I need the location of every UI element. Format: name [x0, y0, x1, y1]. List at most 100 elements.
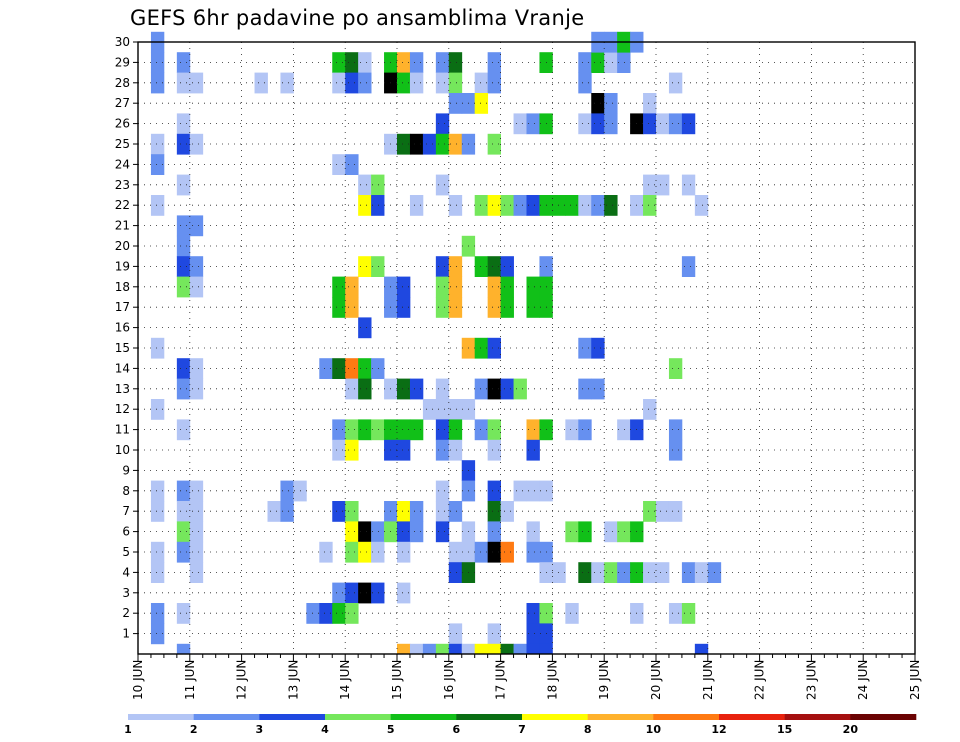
precip-cell	[150, 72, 165, 94]
precip-cell	[487, 52, 501, 73]
precip-cell	[397, 643, 411, 655]
precip-cell	[448, 623, 463, 645]
precip-cell	[150, 501, 165, 522]
precip-cell	[591, 378, 605, 400]
precip-cell	[150, 154, 165, 175]
precip-cell	[435, 399, 450, 420]
precip-cell	[397, 439, 411, 461]
y-tick-label: 28	[115, 76, 130, 90]
precip-cell	[435, 501, 450, 522]
x-tick-label: 14 JUN	[338, 660, 352, 700]
legend-swatch	[259, 714, 326, 720]
precip-cell	[332, 297, 346, 318]
precip-cell	[397, 378, 411, 400]
precip-cell	[189, 501, 204, 522]
precip-cell	[422, 133, 437, 155]
precip-cell	[591, 52, 605, 73]
precip-cell	[176, 480, 191, 502]
precip-cell	[526, 297, 540, 318]
y-tick-label: 8	[122, 484, 130, 498]
x-tick-label: 23 JUN	[804, 660, 818, 700]
precip-cell	[668, 501, 683, 522]
y-tick-label: 6	[122, 525, 130, 539]
precip-cell	[656, 113, 670, 135]
precip-cell	[176, 276, 191, 298]
precip-cell	[474, 93, 489, 114]
y-tick-label: 27	[115, 96, 130, 110]
precip-cell	[332, 52, 346, 73]
legend-swatch	[456, 714, 523, 720]
precip-cell	[694, 643, 709, 655]
x-tick-label: 10 JUN	[131, 660, 145, 700]
precip-cell	[578, 113, 592, 135]
precip-cell	[526, 439, 540, 461]
y-tick-label: 14	[115, 361, 130, 375]
precip-cell	[604, 562, 618, 583]
precip-cell	[435, 174, 450, 196]
precip-cell	[448, 439, 463, 461]
precip-cell	[345, 501, 359, 522]
precip-cell	[448, 297, 463, 318]
precip-cell	[448, 276, 463, 298]
precip-cell	[371, 195, 385, 216]
precip-cell	[371, 521, 385, 543]
precip-cell	[448, 133, 463, 155]
precip-cell	[345, 521, 359, 543]
precip-cell	[397, 276, 411, 298]
precip-cell	[254, 72, 268, 94]
precip-cell	[681, 256, 696, 277]
legend-label: 20	[843, 723, 859, 736]
precip-cell	[591, 337, 605, 359]
precip-cell	[604, 52, 618, 73]
precip-cell	[150, 337, 165, 359]
legend-swatch	[653, 714, 720, 720]
precip-cell	[487, 439, 501, 461]
precip-cell	[578, 562, 592, 583]
precip-cell	[643, 113, 657, 135]
precip-cell	[474, 195, 489, 216]
precip-cell	[448, 195, 463, 216]
precip-cell	[643, 93, 657, 114]
precip-cell	[526, 113, 540, 135]
precip-cell	[176, 643, 191, 655]
precip-cell	[176, 419, 191, 441]
precip-cell	[500, 541, 514, 563]
y-tick-label: 5	[122, 545, 130, 559]
precip-cell	[150, 562, 165, 583]
precip-cell	[189, 215, 204, 237]
y-tick-label: 9	[122, 463, 130, 477]
precip-cell	[668, 113, 683, 135]
precip-cell	[189, 358, 204, 379]
precip-cell	[371, 419, 385, 441]
y-tick-label: 18	[115, 280, 130, 294]
precip-cell	[487, 419, 501, 441]
y-tick-label: 16	[115, 321, 130, 335]
precip-cell	[487, 297, 501, 318]
legend-label: 10	[646, 723, 662, 736]
precip-cell	[409, 521, 424, 543]
precip-cell	[526, 603, 540, 624]
precip-cell	[189, 541, 204, 563]
precip-cell	[604, 93, 618, 114]
x-tick-label: 21 JUN	[701, 660, 715, 700]
precip-cell	[526, 643, 540, 655]
precip-cell	[474, 337, 489, 359]
precip-cell	[526, 480, 540, 502]
precip-cell	[591, 113, 605, 135]
y-tick-label: 20	[115, 239, 130, 253]
precip-cell	[591, 93, 605, 114]
precip-cell	[578, 521, 592, 543]
precip-cell	[319, 358, 333, 379]
precip-cell	[371, 358, 385, 379]
legend-swatch	[193, 714, 260, 720]
precip-cell	[487, 337, 501, 359]
precip-cell	[435, 521, 450, 543]
precip-cell	[448, 72, 463, 94]
precip-cell	[617, 562, 631, 583]
x-tick-label: 19 JUN	[597, 660, 611, 700]
precip-cell	[487, 521, 501, 543]
precip-cell	[448, 399, 463, 420]
precip-cell	[526, 623, 540, 645]
precip-cell	[176, 52, 191, 73]
